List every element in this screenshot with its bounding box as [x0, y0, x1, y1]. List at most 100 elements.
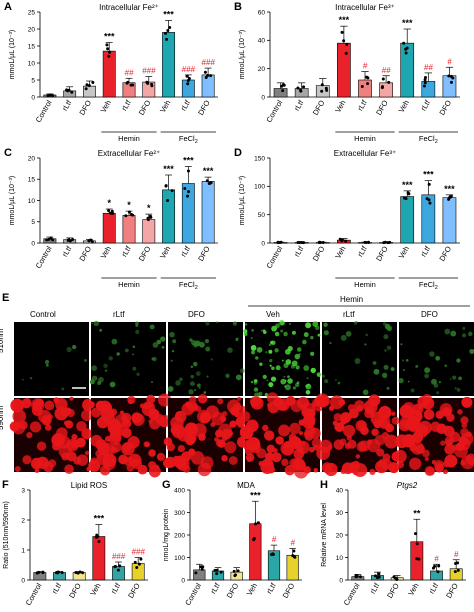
category-label: DFO	[385, 581, 401, 599]
data-point	[359, 575, 363, 579]
data-point	[71, 237, 75, 241]
hash-significance: ###	[182, 65, 196, 74]
category-label: Control	[34, 244, 54, 270]
star-significance: *	[147, 203, 151, 213]
category-label: rLtf	[209, 581, 223, 596]
data-point	[433, 564, 437, 568]
y-tick-label: 0	[31, 240, 35, 247]
bar	[286, 554, 299, 581]
data-point	[51, 238, 55, 242]
category-label: rLtf	[60, 98, 74, 113]
category-label: DFO	[77, 244, 93, 262]
data-point	[367, 240, 371, 244]
data-point	[427, 182, 431, 186]
category-label: Veh	[333, 99, 347, 115]
bar	[358, 79, 372, 98]
data-point	[276, 241, 280, 245]
category-label: DFO	[311, 98, 327, 116]
category-label: Control	[264, 98, 284, 124]
data-point	[129, 212, 133, 216]
category-label: rLtf	[368, 581, 382, 596]
category-label: rLtf	[60, 244, 74, 259]
panel-letter: B	[234, 1, 242, 13]
category-label: Veh	[397, 245, 411, 261]
bar	[379, 82, 393, 98]
data-point	[320, 89, 324, 93]
data-point	[302, 241, 306, 245]
micro-panel-letter: E	[2, 292, 10, 304]
y-axis-label: mmoL/μL (10⁻³)	[239, 176, 246, 225]
data-point	[366, 76, 370, 80]
micro-col-label-0: Control	[30, 310, 56, 319]
bar	[33, 572, 47, 581]
star-significance: ***	[402, 180, 413, 190]
y-axis-label: mmoL/μL (10⁻³)	[9, 176, 16, 225]
data-point	[364, 241, 368, 245]
bar	[442, 197, 457, 244]
category-label: rLtf	[356, 98, 370, 113]
panel-letter: F	[2, 479, 9, 491]
data-point	[423, 78, 427, 82]
y-tick-label: 15	[28, 43, 36, 50]
star-significance: ***	[203, 166, 214, 176]
chart-title: Lipid ROS	[71, 481, 107, 490]
micro-col-label-1: rLtf	[113, 310, 125, 319]
data-point	[321, 240, 325, 244]
data-point	[345, 42, 349, 46]
y-tick-label: 10	[336, 555, 344, 562]
hash-significance: ##	[382, 66, 391, 75]
star-significance: ***	[94, 514, 105, 524]
chart-panel-c: C Extracellular Fe²⁺ 0 5 10 15 20 mmoL/μL (10⁻³…	[4, 147, 218, 291]
data-point	[203, 70, 207, 74]
data-point	[296, 86, 300, 90]
group-label: Hemin	[354, 134, 376, 143]
group-label: FeCl2	[179, 280, 198, 291]
category-label: DFO	[137, 244, 153, 262]
data-point	[118, 564, 122, 568]
hash-significance: #	[272, 535, 277, 544]
y-tick-label: 0	[181, 577, 185, 584]
category-label: DFO	[311, 244, 327, 262]
bar	[122, 215, 136, 244]
hash-significance: ###	[112, 552, 126, 561]
data-point	[340, 30, 344, 34]
data-point	[85, 83, 89, 87]
data-point	[407, 192, 411, 196]
data-point	[67, 238, 71, 242]
data-point	[449, 80, 453, 84]
data-point	[107, 209, 111, 213]
data-point	[422, 84, 426, 88]
data-point	[415, 542, 419, 546]
category-label: DFO	[437, 98, 453, 116]
y-tick-label: 5	[31, 219, 35, 226]
y-tick-label: 300	[174, 510, 185, 517]
data-point	[166, 199, 170, 203]
y-tick-label: 20	[258, 66, 266, 73]
bar	[410, 541, 424, 581]
category-label: rLtf	[419, 98, 433, 113]
panel-letter: C	[4, 147, 12, 159]
bar	[400, 42, 415, 98]
y-tick-label: 0	[21, 577, 25, 584]
data-point	[456, 568, 460, 572]
group-label: FeCl2	[419, 134, 438, 145]
data-point	[360, 84, 364, 88]
data-point	[404, 47, 408, 51]
group-label: FeCl2	[419, 280, 438, 291]
y-tick-label: 150	[254, 155, 265, 162]
star-significance: ***	[104, 32, 115, 42]
chart-title: Intracellular Fe²⁺	[99, 3, 159, 12]
data-point	[325, 88, 329, 92]
category-label: rLtf	[427, 581, 441, 596]
axes	[29, 490, 148, 581]
data-point	[194, 571, 198, 575]
micro-col-label-4: rLtf	[343, 310, 355, 319]
y-tick-label: 20	[28, 155, 36, 162]
fluorescence-image-510nm	[14, 322, 89, 396]
data-point	[280, 84, 284, 88]
bar	[337, 239, 351, 244]
panel-letter: A	[4, 1, 12, 13]
data-point	[87, 84, 91, 88]
y-axis-label: Ratio (510nm/590nm)	[3, 501, 10, 569]
bar	[162, 189, 175, 244]
